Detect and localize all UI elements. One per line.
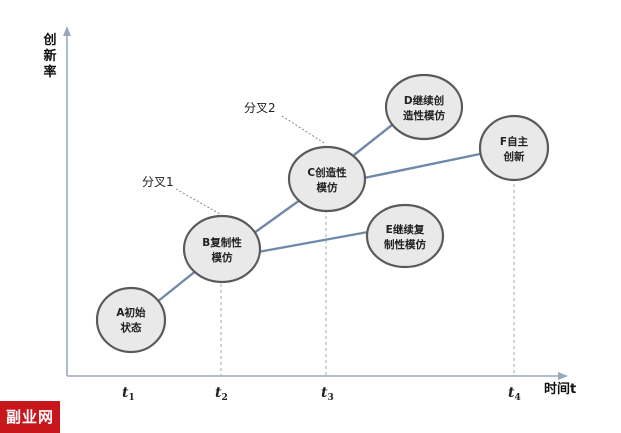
branch2-pointer bbox=[281, 115, 325, 144]
node-f-line1: F自主 bbox=[500, 135, 529, 148]
x-axis-label: 时间t bbox=[544, 381, 576, 397]
y-axis-label-3: 率 bbox=[43, 64, 56, 80]
node-f-line2: 创新 bbox=[503, 150, 525, 163]
edge-c-f bbox=[363, 152, 481, 180]
node-b-line1: B复制性 bbox=[202, 236, 242, 249]
node-d-line1: D继续创 bbox=[404, 94, 444, 107]
node-d: D继续创 造性模仿 bbox=[384, 73, 464, 141]
node-e-line1: E继续复 bbox=[386, 223, 425, 236]
y-axis-label-1: 创 bbox=[42, 32, 56, 48]
node-b-line2: 模仿 bbox=[212, 251, 233, 264]
svg-text:t1: t1 bbox=[122, 385, 135, 403]
node-e-line2: 制性模仿 bbox=[384, 238, 426, 251]
svg-text:t4: t4 bbox=[508, 385, 521, 403]
y-axis-arrow-icon bbox=[63, 26, 71, 36]
edge-b-c bbox=[253, 199, 301, 234]
svg-text:t2: t2 bbox=[215, 385, 228, 403]
node-a: A初始 状态 bbox=[95, 286, 167, 354]
node-c-line1: C创造性 bbox=[307, 166, 347, 179]
tick-t4: t4 bbox=[508, 385, 521, 403]
node-e: E继续复 制性模仿 bbox=[365, 203, 445, 269]
tick-t2: t2 bbox=[215, 385, 228, 403]
branch1-pointer bbox=[175, 188, 221, 215]
branch2-label: 分叉2 bbox=[244, 101, 276, 115]
edge-b-e bbox=[257, 230, 369, 254]
x-axis-arrow-icon bbox=[558, 372, 568, 380]
node-a-line1: A初始 bbox=[116, 306, 146, 319]
node-a-line2: 状态 bbox=[121, 321, 142, 334]
y-axis-label-2: 新 bbox=[43, 48, 56, 64]
tick-t3: t3 bbox=[321, 385, 334, 403]
edge-a-b bbox=[156, 269, 198, 303]
edge-c-d bbox=[353, 124, 393, 156]
node-c-line2: 模仿 bbox=[317, 181, 338, 194]
tick-t1: t1 bbox=[122, 385, 135, 403]
node-d-line2: 造性模仿 bbox=[403, 109, 445, 122]
node-b: B复制性 模仿 bbox=[182, 214, 262, 284]
node-c: C创造性 模仿 bbox=[287, 145, 367, 213]
node-f: F自主 创新 bbox=[478, 114, 550, 182]
svg-text:t3: t3 bbox=[321, 385, 334, 403]
branch1-label: 分叉1 bbox=[142, 175, 174, 189]
site-watermark: 副业网 bbox=[0, 401, 60, 433]
